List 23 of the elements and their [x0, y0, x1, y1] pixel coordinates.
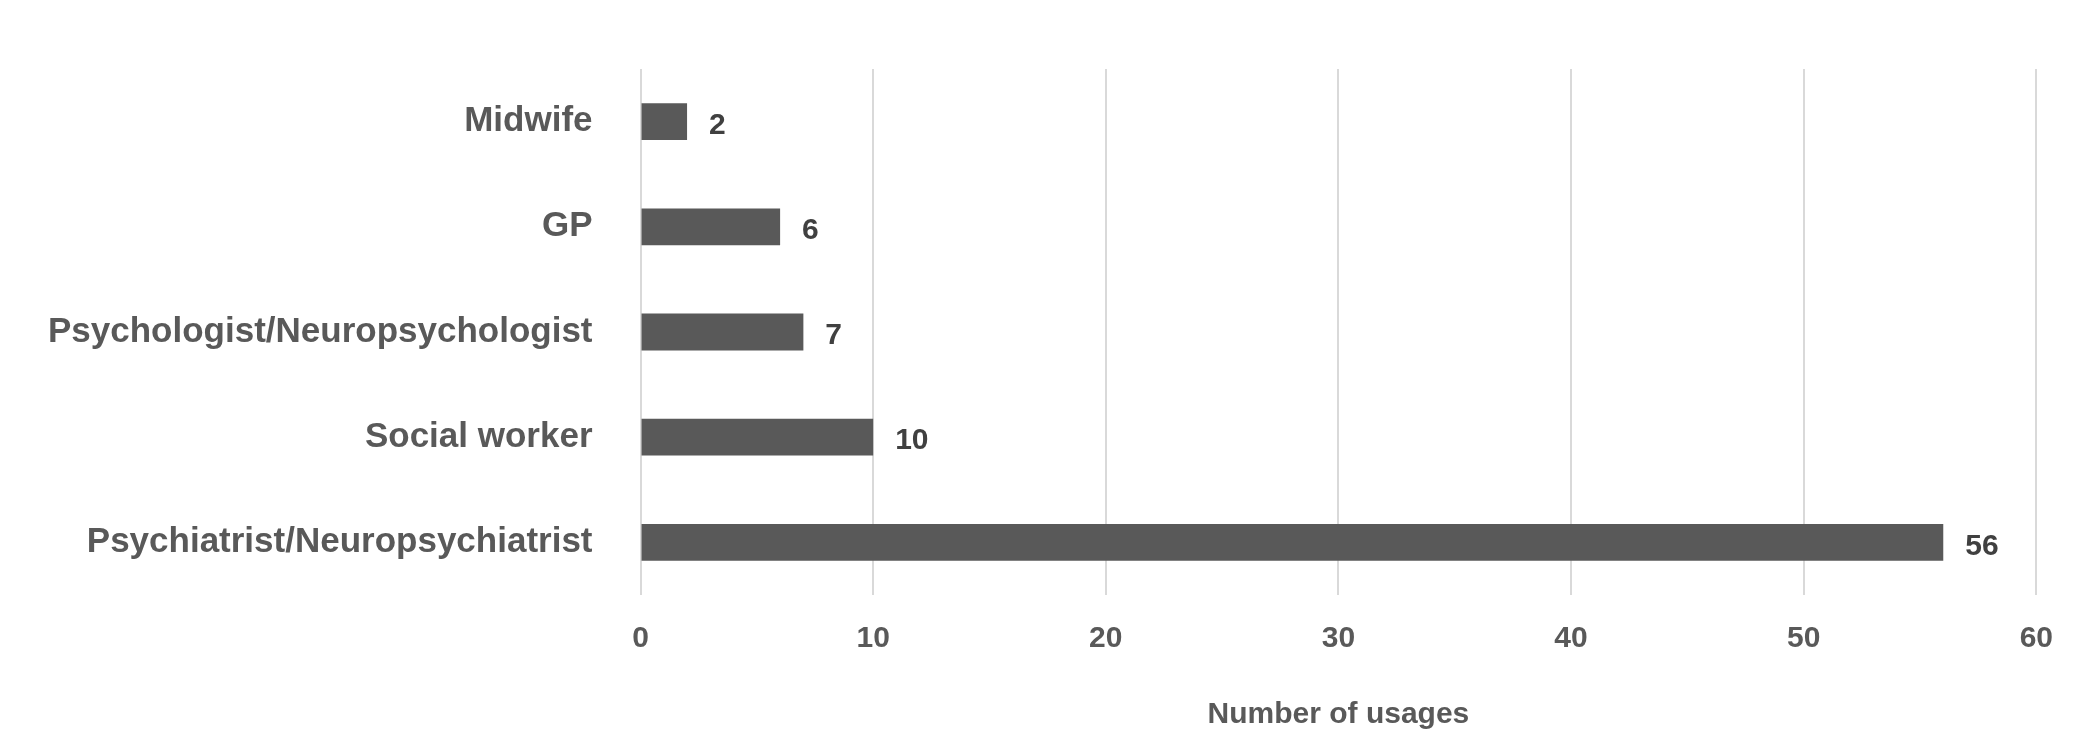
- bar: [641, 208, 781, 246]
- y-tick-label: Psychiatrist/Neuropsychiatrist: [86, 520, 593, 560]
- x-tick-label: 60: [2019, 620, 2053, 654]
- bar: [641, 418, 874, 456]
- y-tick-label: Midwife: [464, 99, 593, 139]
- data-label: 10: [895, 422, 929, 456]
- data-label: 6: [802, 212, 819, 246]
- x-tick-label: 20: [1089, 620, 1123, 654]
- x-tick-label: 0: [632, 620, 649, 654]
- bar: [641, 523, 1944, 561]
- x-tick-label: 50: [1787, 620, 1821, 654]
- bar: [641, 103, 688, 141]
- bar: [641, 313, 804, 351]
- x-tick-label: 30: [1321, 620, 1356, 654]
- x-tick-label: 10: [856, 620, 890, 654]
- x-tick-label: 40: [1554, 620, 1588, 654]
- y-tick-label: Psychologist/Neuropsychologist: [47, 309, 593, 349]
- x-axis-title: Number of usages: [1207, 696, 1470, 730]
- y-tick-label: Social worker: [364, 414, 593, 454]
- data-label: 2: [709, 106, 726, 140]
- data-label: 7: [825, 317, 843, 351]
- y-tick-label: GP: [541, 204, 593, 244]
- data-label: 56: [1965, 527, 1999, 561]
